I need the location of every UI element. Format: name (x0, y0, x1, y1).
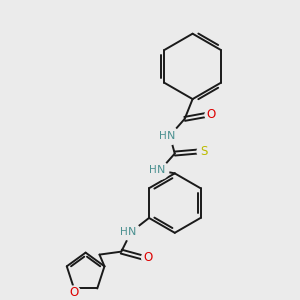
Text: N: N (128, 227, 136, 237)
Text: O: O (207, 108, 216, 122)
Circle shape (122, 223, 140, 241)
Text: H: H (159, 131, 167, 141)
Text: S: S (200, 145, 207, 158)
Text: O: O (69, 286, 79, 299)
Circle shape (142, 251, 154, 264)
Text: N: N (157, 165, 165, 176)
Circle shape (205, 109, 218, 122)
Circle shape (197, 145, 210, 158)
Circle shape (151, 161, 169, 179)
Text: N: N (167, 131, 175, 141)
Circle shape (161, 127, 179, 145)
Text: H: H (149, 165, 157, 176)
Text: O: O (143, 251, 153, 264)
Circle shape (68, 286, 80, 299)
Text: H: H (120, 227, 128, 237)
